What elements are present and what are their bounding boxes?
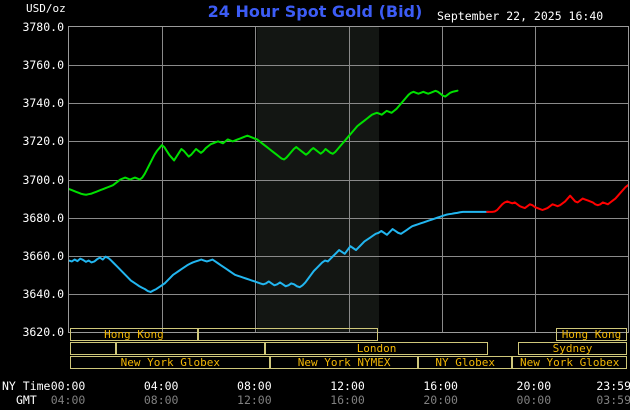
grid-line-horizontal bbox=[69, 103, 628, 104]
session-bar: Hong Kong bbox=[556, 328, 627, 341]
session-bar bbox=[70, 342, 117, 355]
y-axis-tick-label: 3700.0 bbox=[22, 172, 64, 187]
x-axis-tick-label-gmt: 03:59 bbox=[596, 393, 630, 407]
session-bar: New York Globex bbox=[512, 356, 627, 369]
x-axis-caption-ny: NY Time bbox=[2, 379, 51, 393]
grid-line-horizontal bbox=[69, 65, 628, 66]
x-axis-tick-label-gmt: 08:00 bbox=[143, 393, 179, 407]
grid-line-vertical bbox=[162, 27, 163, 332]
y-axis-tick-label: 3620.0 bbox=[22, 325, 64, 339]
x-axis-tick-label-ny: 08:00 bbox=[237, 379, 272, 393]
x-axis-caption-gmt: GMT bbox=[16, 393, 37, 407]
ny-session-shade bbox=[257, 27, 379, 332]
session-bar: New York NYMEX bbox=[270, 356, 418, 369]
grid-line-vertical bbox=[349, 27, 350, 332]
y-axis-tick-label: 3680.0 bbox=[22, 210, 64, 225]
session-bar-label: Hong Kong bbox=[561, 328, 622, 341]
session-bar: New York Globex bbox=[70, 356, 271, 369]
session-bar-label: Sydney bbox=[552, 342, 593, 355]
y-axis-tick-label: 3640.0 bbox=[22, 286, 64, 301]
x-axis-tick-label-ny: 12:00 bbox=[330, 379, 365, 393]
grid-line-horizontal bbox=[69, 294, 628, 295]
price-series-line bbox=[69, 210, 490, 293]
x-axis-tick-label-ny: 04:00 bbox=[143, 379, 179, 393]
grid-line-horizontal bbox=[69, 141, 628, 142]
x-axis-tick-label-ny: 20:00 bbox=[516, 379, 552, 393]
grid-line-horizontal bbox=[69, 180, 628, 181]
session-bar-label: NY Globex bbox=[435, 356, 495, 369]
price-series-line bbox=[69, 89, 459, 196]
grid-line-vertical bbox=[442, 27, 443, 332]
session-bar-label: New York NYMEX bbox=[297, 356, 391, 369]
session-bar: Hong Kong bbox=[70, 328, 198, 341]
plot-area bbox=[68, 26, 629, 333]
grid-line-horizontal bbox=[69, 218, 628, 219]
y-axis-tick-label: 3780.0 bbox=[22, 20, 64, 34]
y-axis-tick-label: 3760.0 bbox=[22, 58, 64, 73]
session-bars: Hong Kong Hong Kong London Sydney New York G… bbox=[68, 328, 629, 373]
x-axis-tick-label-ny: 16:00 bbox=[423, 379, 458, 393]
session-bar: London bbox=[264, 342, 489, 355]
session-bar bbox=[116, 342, 265, 355]
price-series-line bbox=[486, 184, 628, 213]
x-axis-tick-label-gmt: 16:00 bbox=[330, 393, 365, 407]
price-series-svg bbox=[69, 89, 628, 293]
grid-line-vertical bbox=[535, 27, 536, 332]
session-bar-label: London bbox=[356, 342, 397, 355]
x-axis-tick-label-gmt: 12:00 bbox=[237, 393, 272, 407]
page-title: 24 Hour Spot Gold (Bid) bbox=[207, 2, 423, 21]
y-axis-tick-label: 3660.0 bbox=[22, 248, 64, 263]
x-axis-tick-label-gmt: 20:00 bbox=[423, 393, 458, 407]
x-axis-tick-label-gmt: 04:00 bbox=[50, 393, 86, 407]
x-axis-tick-label-gmt: 00:00 bbox=[516, 393, 552, 407]
timestamp-label: September 22, 2025 16:40 bbox=[437, 9, 604, 23]
y-axis: 3780.0 3760.0 3740.0 3720.0 3700.0 3680.0 3660… bbox=[0, 20, 64, 339]
y-axis-tick-label: 3720.0 bbox=[22, 134, 64, 149]
session-bar bbox=[197, 328, 378, 341]
x-axis-tick-label-ny: 23:59 bbox=[596, 379, 630, 393]
grid-line-vertical bbox=[255, 27, 256, 332]
session-bar-label: Hong Kong bbox=[104, 328, 164, 341]
grid-line-horizontal bbox=[69, 256, 628, 257]
y-axis-unit-label: USD/oz bbox=[26, 2, 66, 15]
y-axis-tick-label: 3740.0 bbox=[22, 96, 64, 111]
session-bar: NY Globex bbox=[417, 356, 513, 369]
session-bar-label: New York Globex bbox=[120, 356, 220, 369]
x-axis-tick-label-ny: 00:00 bbox=[50, 379, 86, 393]
session-bar: Sydney bbox=[517, 342, 627, 355]
session-bar-label: New York Globex bbox=[520, 356, 620, 369]
